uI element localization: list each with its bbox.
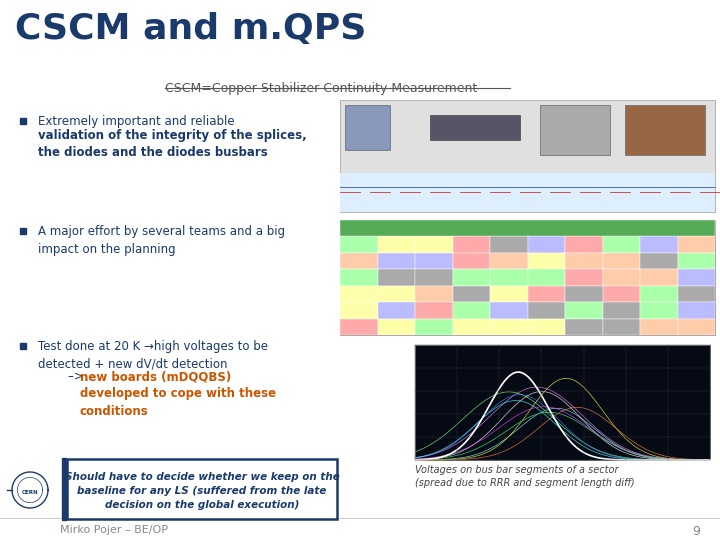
Bar (340, 173, 715, 212)
Bar (452, 302, 490, 319)
Bar (565, 286, 603, 302)
Bar (452, 286, 490, 302)
Bar (20, 343, 26, 349)
Bar (490, 302, 528, 319)
Text: CSCM and m.QPS: CSCM and m.QPS (15, 12, 366, 46)
Bar (565, 319, 603, 335)
Bar (377, 319, 415, 335)
Text: CSCM=Copper Stabilizer Continuity Measurement: CSCM=Copper Stabilizer Continuity Measur… (165, 82, 477, 95)
Bar (490, 220, 528, 237)
Bar (603, 269, 640, 286)
Bar (340, 220, 377, 237)
Bar (340, 237, 377, 253)
Bar (377, 220, 415, 237)
Bar (452, 237, 490, 253)
Bar (415, 269, 452, 286)
Bar (340, 220, 715, 237)
Bar (678, 286, 715, 302)
Bar (415, 237, 452, 253)
Bar (490, 253, 528, 269)
Bar (603, 253, 640, 269)
Bar (340, 100, 715, 212)
Bar (565, 253, 603, 269)
Bar (640, 253, 678, 269)
Bar (625, 105, 705, 155)
Bar (565, 220, 603, 237)
Bar (415, 253, 452, 269)
Bar (678, 302, 715, 319)
Bar (340, 302, 377, 319)
Bar (603, 319, 640, 335)
Bar (490, 286, 528, 302)
FancyBboxPatch shape (67, 459, 337, 519)
Text: new boards (mDQQBS)
developed to cope with these
conditions: new boards (mDQQBS) developed to cope wi… (80, 370, 276, 418)
Bar (678, 220, 715, 237)
Bar (415, 220, 452, 237)
Bar (452, 253, 490, 269)
Bar (20, 118, 26, 124)
Bar (528, 253, 565, 269)
Bar (540, 105, 610, 155)
Bar (345, 105, 390, 150)
Bar (640, 302, 678, 319)
Text: Voltages on bus bar segments of a sector
(spread due to RRR and segment length d: Voltages on bus bar segments of a sector… (415, 465, 634, 488)
Bar (640, 269, 678, 286)
Bar (62, 458, 66, 520)
Bar (528, 220, 565, 237)
Bar (340, 269, 377, 286)
Bar (452, 319, 490, 335)
Bar (377, 253, 415, 269)
Bar (377, 302, 415, 319)
Text: CERN: CERN (22, 489, 38, 495)
Bar (678, 319, 715, 335)
Bar (640, 319, 678, 335)
Bar (340, 319, 377, 335)
Bar (415, 302, 452, 319)
Text: 9: 9 (692, 525, 700, 538)
Text: Extremely important and reliable: Extremely important and reliable (38, 115, 235, 128)
Bar (452, 220, 490, 237)
Bar (528, 269, 565, 286)
Bar (678, 237, 715, 253)
Text: Mirko Pojer – BE/OP: Mirko Pojer – BE/OP (60, 525, 168, 535)
Bar (678, 253, 715, 269)
Text: Should have to decide whether we keep on the
baseline for any LS (suffered from : Should have to decide whether we keep on… (65, 472, 339, 510)
Bar (20, 228, 26, 234)
Bar (452, 269, 490, 286)
Bar (603, 237, 640, 253)
Bar (340, 286, 377, 302)
Bar (528, 319, 565, 335)
Text: validation of the integrity of the splices,
the diodes and the diodes busbars: validation of the integrity of the splic… (38, 129, 307, 159)
Bar (678, 269, 715, 286)
Bar (640, 286, 678, 302)
Bar (565, 269, 603, 286)
Bar (430, 115, 520, 140)
Bar (415, 319, 452, 335)
Text: Test done at 20 K →high voltages to be
detected + new dV/dt detection: Test done at 20 K →high voltages to be d… (38, 340, 268, 370)
Bar (528, 286, 565, 302)
Bar (640, 220, 678, 237)
Bar (640, 237, 678, 253)
Bar (377, 286, 415, 302)
Bar (528, 237, 565, 253)
Bar (565, 237, 603, 253)
Bar (490, 269, 528, 286)
Bar (340, 220, 715, 335)
Bar (377, 237, 415, 253)
Bar (490, 319, 528, 335)
Text: A major effort by several teams and a big
impact on the planning: A major effort by several teams and a bi… (38, 225, 285, 255)
Bar (603, 286, 640, 302)
Bar (565, 302, 603, 319)
Bar (528, 302, 565, 319)
Bar (490, 237, 528, 253)
Bar (377, 269, 415, 286)
Bar (603, 302, 640, 319)
Bar (415, 345, 710, 460)
Bar (340, 253, 377, 269)
Bar (415, 286, 452, 302)
Text: –>: –> (68, 370, 88, 383)
Bar (603, 220, 640, 237)
